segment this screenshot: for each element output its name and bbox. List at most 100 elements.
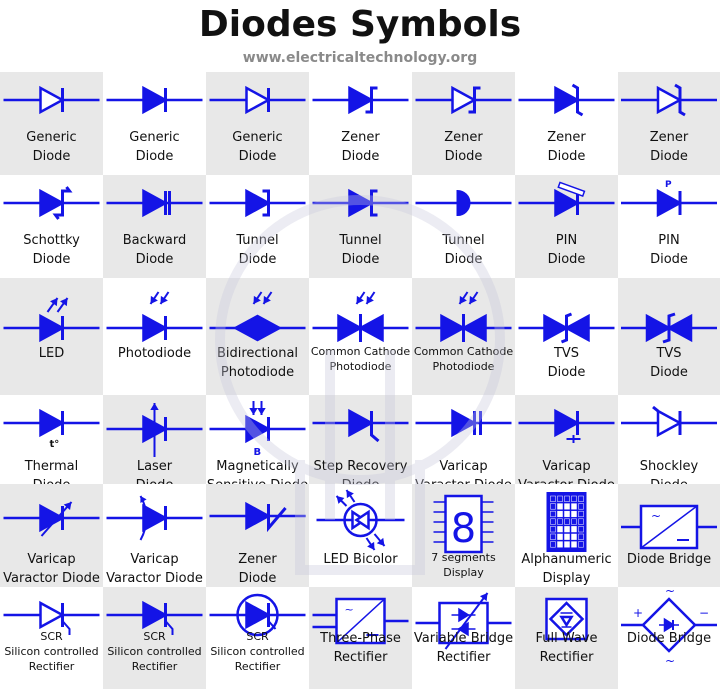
symbol-cell-tunnel-bracket: Tunnel Diode bbox=[206, 175, 309, 278]
diode-symbol-grid: Generic Diode Generic Diode Generic Diode Zene… bbox=[0, 72, 720, 689]
tunnel-bracket-symbol-icon bbox=[209, 188, 306, 218]
symbol-label: Common Cathode Photodiode bbox=[412, 344, 515, 374]
generic-outline-symbol-icon bbox=[3, 85, 100, 115]
scr-symbol-icon bbox=[3, 600, 100, 635]
svg-text:P: P bbox=[665, 180, 672, 190]
symbol-cell-tvs: TVS Diode bbox=[515, 278, 618, 395]
symbol-label-line: Diode bbox=[135, 252, 174, 267]
symbol-label-line: Diode Bridge bbox=[626, 552, 712, 567]
symbol-label-line: Silicon controlled bbox=[107, 645, 202, 658]
laser-symbol-icon bbox=[106, 403, 203, 457]
symbol-cell-backward: Backward Diode bbox=[103, 175, 206, 278]
symbol-label-line: Diode bbox=[547, 252, 586, 267]
symbol-label-line: Varactor Diode bbox=[515, 476, 618, 484]
symbol-label-line: TVS bbox=[656, 346, 682, 361]
symbol-cell-bridge-diamond: ~ ~ + − Diode Bridge bbox=[618, 587, 720, 689]
seven-seg-symbol-icon: 8 bbox=[433, 494, 494, 554]
symbol-label-line: Varicap bbox=[130, 552, 179, 567]
pin-hatched-symbol-icon bbox=[518, 181, 615, 218]
page-title: Diodes Symbols bbox=[198, 4, 522, 45]
svg-text:~: ~ bbox=[345, 603, 354, 616]
symbol-label-line: PIN bbox=[555, 233, 578, 248]
symbol-cell-led: LED bbox=[0, 278, 103, 395]
symbol-label: Thermal Diode bbox=[0, 457, 103, 484]
symbol-cell-led-bicolor: LED Bicolor bbox=[309, 484, 412, 587]
symbol-label: LED Bicolor bbox=[309, 550, 412, 569]
symbol-label-line: Diode Bridge bbox=[626, 631, 712, 646]
symbol-label-line: Diode bbox=[238, 149, 277, 164]
symbol-cell-scr: SCR Silicon controlled Rectifier bbox=[0, 587, 103, 689]
symbol-cell-tunnel-bracket-r: Tunnel Diode bbox=[309, 175, 412, 278]
symbol-label: PIN Diode bbox=[515, 231, 618, 269]
backward-symbol-icon bbox=[106, 188, 203, 218]
symbol-label-line: Schottky bbox=[23, 233, 80, 248]
svg-text:B: B bbox=[254, 447, 262, 458]
bidirectional-symbol-icon bbox=[209, 291, 306, 342]
varicap-arrow-symbol-icon bbox=[3, 501, 100, 537]
symbol-label-line: Diode bbox=[650, 149, 688, 164]
symbol-label-line: Zener bbox=[341, 130, 380, 145]
varicap-cap2-symbol-icon bbox=[518, 408, 615, 443]
symbol-label: Magnetically Sensitive Diode bbox=[206, 457, 309, 484]
symbol-label: Zener Diode bbox=[618, 128, 720, 166]
symbol-label-line: Rectifier bbox=[234, 660, 281, 673]
symbol-label-line: Diode bbox=[341, 149, 380, 164]
symbol-label-line: LED Bicolor bbox=[323, 552, 398, 567]
symbol-label: Varicap Varactor Diode bbox=[515, 457, 618, 484]
symbol-label-line: Diode bbox=[103, 476, 206, 484]
zener-filled-symbol-icon bbox=[312, 85, 409, 115]
symbol-cell-bridge-box: ~ Diode Bridge bbox=[618, 484, 720, 587]
symbol-label: Photodiode bbox=[103, 344, 206, 363]
variable-bridge-symbol-icon bbox=[415, 592, 512, 650]
symbol-label-line: Generic bbox=[232, 130, 283, 145]
symbol-label-line: Common Cathode bbox=[310, 345, 411, 358]
symbol-label-line: Rectifier bbox=[333, 650, 388, 665]
symbol-label-line: Common Cathode bbox=[413, 345, 514, 358]
symbol-cell-generic-outline: Generic Diode bbox=[206, 72, 309, 175]
symbol-label-line: Zener bbox=[444, 130, 483, 145]
symbol-label-line: Generic bbox=[26, 130, 77, 145]
symbol-label-line: Photodiode bbox=[329, 360, 392, 373]
symbol-cell-pin-p: P PIN Diode bbox=[618, 175, 720, 278]
symbol-label: Generic Diode bbox=[103, 128, 206, 166]
symbol-label-line: Backward bbox=[122, 233, 187, 248]
generic-outline-symbol-icon bbox=[209, 85, 306, 115]
symbol-label-line: Silicon controlled bbox=[4, 645, 99, 658]
symbol-label: Zener Diode bbox=[309, 128, 412, 166]
symbol-label-line: SCR bbox=[40, 630, 63, 643]
svg-text:8: 8 bbox=[451, 506, 476, 552]
symbol-label-line: Varactor Diode bbox=[106, 571, 203, 586]
tvs-symbol-icon bbox=[518, 312, 615, 344]
symbol-label-line: Laser bbox=[136, 459, 173, 474]
website-url[interactable]: www.electricaltechnology.org bbox=[242, 50, 478, 66]
svg-text:~: ~ bbox=[665, 587, 675, 598]
symbol-label: Shockley Diode bbox=[618, 457, 720, 484]
symbol-cell-shockley: Shockley Diode bbox=[618, 395, 720, 484]
symbol-cell-zener-filled: Zener Diode bbox=[309, 72, 412, 175]
symbol-label: Varicap Varactor Diode bbox=[103, 550, 206, 587]
symbol-label: 7 segments Display bbox=[412, 550, 515, 580]
symbol-cell-bidirectional: Bidirectional Photodiode bbox=[206, 278, 309, 395]
symbol-label-line: Varicap bbox=[542, 459, 591, 474]
symbol-label-line: Full Wave bbox=[535, 631, 598, 646]
symbol-label: Zener Diode bbox=[515, 128, 618, 166]
symbol-label: TVS Diode bbox=[515, 344, 618, 382]
symbol-label-line: Diode bbox=[618, 476, 720, 484]
bridge-diamond-symbol-icon: ~ ~ + − bbox=[621, 587, 717, 668]
symbol-label-line: Diode bbox=[341, 252, 380, 267]
symbol-label: Full Wave Rectifier bbox=[515, 629, 618, 667]
symbol-cell-varicap-cap: Varicap Varactor Diode bbox=[412, 395, 515, 484]
symbol-cell-scr-filled: SCR Silicon controlled Rectifier bbox=[103, 587, 206, 689]
symbol-label-line: Diode bbox=[32, 149, 71, 164]
generic-filled-symbol-icon bbox=[106, 85, 203, 115]
symbol-label-line: Diode bbox=[650, 365, 688, 380]
symbol-label: PIN Diode bbox=[618, 231, 720, 269]
symbol-label-line: Diode bbox=[238, 252, 277, 267]
tvs-z-symbol-icon bbox=[621, 312, 717, 344]
symbol-label: Varicap Varactor Diode bbox=[0, 550, 103, 587]
svg-text:~: ~ bbox=[665, 654, 675, 668]
symbol-label-line: Varactor Diode bbox=[412, 476, 515, 484]
varicap-arc-symbol-icon bbox=[106, 495, 203, 541]
symbol-label-line: Diode bbox=[444, 149, 483, 164]
led-bicolor-symbol-icon bbox=[316, 489, 405, 551]
